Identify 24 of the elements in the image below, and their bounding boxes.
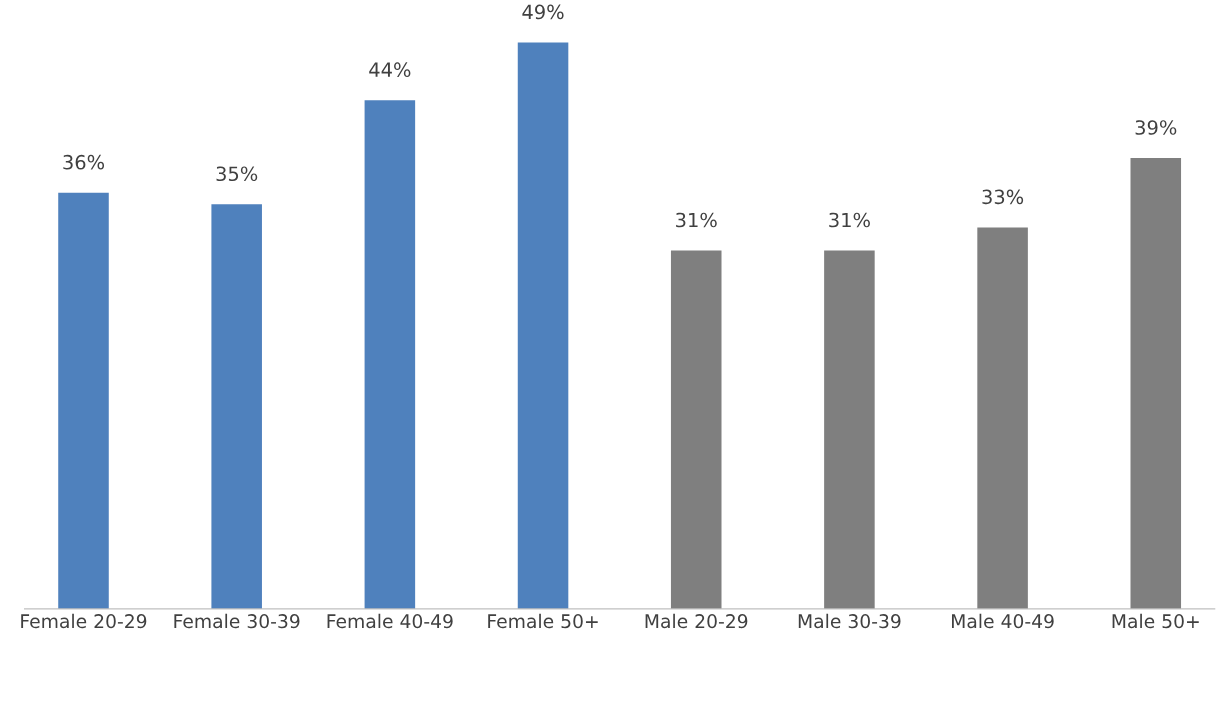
- x-tick-label: Male 20-29: [645, 613, 748, 629]
- bar: [670, 250, 722, 609]
- bar: [364, 100, 416, 609]
- data-label: 49%: [522, 4, 564, 20]
- x-tick-label: Female 20-29: [21, 613, 147, 629]
- data-label: 35%: [216, 166, 258, 182]
- data-label: 39%: [1135, 120, 1177, 135]
- x-tick-label: Male 50+: [1112, 613, 1199, 629]
- x-tick-label: Female 50+: [488, 613, 598, 629]
- bar: [977, 227, 1028, 609]
- data-label: 36%: [63, 154, 105, 170]
- x-tick-label: Male 30-39: [798, 613, 901, 629]
- bar: [517, 42, 569, 609]
- bar: [58, 192, 109, 609]
- data-label: 33%: [982, 189, 1024, 205]
- bar: [824, 250, 875, 609]
- x-tick-label: Male 40-49: [952, 613, 1054, 629]
- data-label: 44%: [369, 62, 411, 78]
- bar: [211, 204, 262, 609]
- x-tick-label: Female 40-49: [327, 613, 453, 629]
- data-label: 31%: [676, 212, 717, 228]
- bar: [1130, 158, 1182, 609]
- data-label: 31%: [829, 212, 870, 228]
- x-tick-label: Female 30-39: [174, 613, 300, 629]
